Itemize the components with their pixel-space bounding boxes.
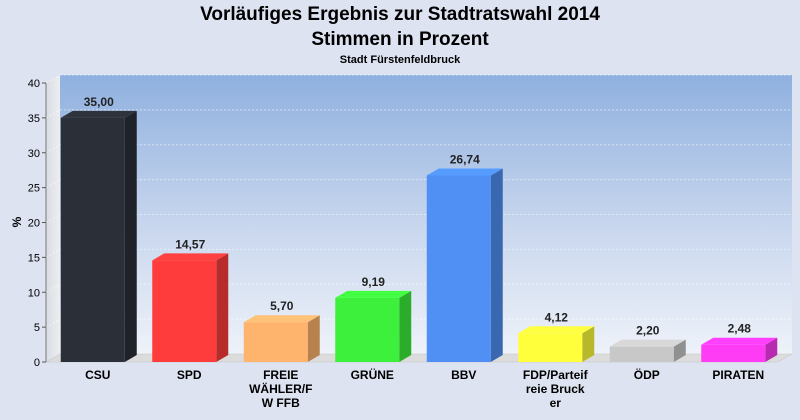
gridline — [45, 214, 792, 223]
bar-side — [124, 110, 137, 362]
x-tick-label: CSU — [85, 368, 110, 382]
gridline — [45, 248, 792, 258]
bar-side — [307, 315, 320, 362]
y-tick-label: 20 — [28, 218, 40, 230]
bar-top — [609, 339, 686, 347]
bar-side — [399, 290, 412, 362]
data-label: 35,00 — [84, 95, 114, 109]
y-tick-label: 35 — [28, 113, 40, 125]
bar — [335, 297, 400, 362]
bar-side — [216, 253, 229, 362]
x-tick-label: FDP/Parteif — [523, 368, 589, 382]
gridline — [45, 179, 792, 189]
x-tick-label: reie Bruck — [526, 382, 585, 396]
bar-top — [152, 253, 229, 261]
y-tick-label: 0 — [34, 357, 40, 369]
y-tick-label: 40 — [28, 78, 40, 90]
bar-top — [60, 110, 137, 118]
bar-top — [518, 326, 595, 334]
gridline — [45, 318, 792, 328]
data-label: 26,74 — [450, 152, 480, 166]
y-tick-label: 15 — [28, 252, 40, 264]
bar — [60, 117, 125, 362]
data-label: 2,20 — [636, 324, 660, 338]
data-label: 14,57 — [175, 237, 205, 251]
chart-title: Vorläufiges Ergebnis zur Stadtratswahl 2… — [200, 4, 600, 25]
x-tick-label: ÖDP — [634, 367, 660, 382]
bar-side — [490, 168, 503, 362]
y-tick-label: 10 — [28, 287, 40, 299]
bar-top — [335, 290, 412, 298]
x-tick-label: FREIE — [263, 368, 298, 382]
chart-subtitle: Stadt Fürstenfeldbruck — [339, 54, 461, 66]
data-label: 5,70 — [270, 299, 294, 313]
chart-title-line2: Stimmen in Prozent — [311, 29, 489, 50]
x-tick-label: er — [550, 396, 562, 410]
y-axis-label: % — [10, 216, 24, 227]
x-tick-label: BBV — [451, 368, 476, 382]
gridline — [45, 109, 792, 119]
bar — [152, 260, 217, 362]
bar-top — [426, 168, 503, 176]
bar — [518, 333, 583, 362]
bar — [426, 175, 491, 362]
y-tick-label: 30 — [28, 148, 40, 160]
gridline — [45, 283, 792, 293]
bar — [701, 344, 766, 362]
bar-side — [582, 326, 595, 362]
data-label: 2,48 — [728, 322, 752, 336]
x-tick-label: GRÜNE — [351, 367, 394, 382]
bar-top — [701, 337, 778, 345]
gridline — [45, 144, 792, 154]
bar — [243, 322, 308, 362]
bar-top — [243, 315, 320, 323]
y-tick-label: 25 — [28, 183, 40, 195]
y-tick-label: 5 — [34, 322, 40, 334]
x-tick-label: SPD — [177, 368, 202, 382]
x-tick-label: WÄHLER/F — [249, 381, 312, 396]
data-label: 4,12 — [545, 310, 569, 324]
bar-side — [673, 339, 686, 362]
data-label: 9,19 — [362, 275, 386, 289]
bar — [609, 346, 674, 362]
x-tick-label: PIRATEN — [712, 368, 764, 382]
gridline — [45, 74, 792, 84]
x-tick-label: W FFB — [262, 396, 300, 410]
bar-side — [765, 337, 778, 362]
